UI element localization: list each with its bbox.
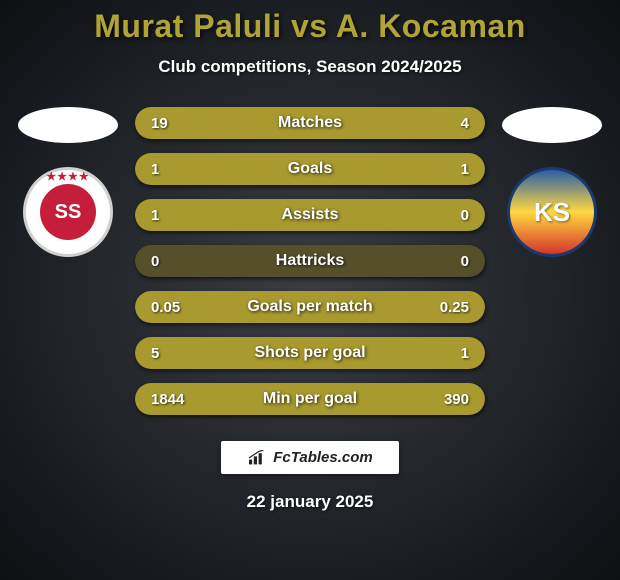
page-subtitle: Club competitions, Season 2024/2025 xyxy=(158,57,461,77)
stat-row: 0.05 Goals per match 0.25 xyxy=(135,291,485,323)
right-club-badge: KS xyxy=(507,167,597,257)
stat-row: 1 Goals 1 xyxy=(135,153,485,185)
left-club-short: SS xyxy=(55,201,82,224)
right-club-short: KS xyxy=(534,197,570,228)
bar-chart-icon xyxy=(247,450,267,466)
stat-label: Shots per goal xyxy=(254,344,365,362)
footer-date: 22 january 2025 xyxy=(247,492,374,512)
stat-value-left: 1844 xyxy=(151,391,184,408)
stat-value-left: 0.05 xyxy=(151,299,180,316)
stat-value-right: 0.25 xyxy=(440,299,469,316)
stat-value-right: 0 xyxy=(461,207,469,224)
star-icon-row: ★★★★ xyxy=(46,170,89,183)
stat-label: Hattricks xyxy=(276,252,344,270)
stat-label: Assists xyxy=(282,206,339,224)
right-player-avatar-placeholder xyxy=(502,107,602,143)
stat-row: 19 Matches 4 xyxy=(135,107,485,139)
stat-row: 5 Shots per goal 1 xyxy=(135,337,485,369)
left-player-column: ★★★★ SS xyxy=(13,107,123,257)
stat-value-left: 5 xyxy=(151,345,159,362)
stat-label: Goals xyxy=(288,160,332,178)
stat-value-left: 0 xyxy=(151,253,159,270)
stat-value-left: 19 xyxy=(151,115,168,132)
stat-row: 1 Assists 0 xyxy=(135,199,485,231)
stat-row: 1844 Min per goal 390 xyxy=(135,383,485,415)
footer-brand-badge: FcTables.com xyxy=(221,441,398,474)
stat-value-right: 1 xyxy=(461,345,469,362)
left-player-avatar-placeholder xyxy=(18,107,118,143)
stat-label: Matches xyxy=(278,114,342,132)
stat-value-left: 1 xyxy=(151,161,159,178)
stats-column: 19 Matches 4 1 Goals 1 1 Assists 0 0 Hattricks 0 0.0… xyxy=(135,107,485,415)
left-club-badge: ★★★★ SS xyxy=(23,167,113,257)
stat-value-right: 1 xyxy=(461,161,469,178)
left-club-badge-inner: ★★★★ SS xyxy=(40,184,96,240)
right-player-column: KS xyxy=(497,107,607,257)
stat-value-left: 1 xyxy=(151,207,159,224)
stat-fill-right xyxy=(310,153,485,185)
comparison-card: Murat Paluli vs A. Kocaman Club competit… xyxy=(0,0,620,580)
stat-fill-right xyxy=(422,107,485,139)
stat-value-right: 0 xyxy=(461,253,469,270)
stat-label: Goals per match xyxy=(247,298,372,316)
stat-value-right: 4 xyxy=(461,115,469,132)
footer-brand-text: FcTables.com xyxy=(273,449,372,466)
content-row: ★★★★ SS 19 Matches 4 1 Goals 1 1 Assists 0 0 Hattr… xyxy=(0,107,620,415)
stat-label: Min per goal xyxy=(263,390,357,408)
stat-row: 0 Hattricks 0 xyxy=(135,245,485,277)
stat-fill-right xyxy=(426,337,486,369)
stat-value-right: 390 xyxy=(444,391,469,408)
stat-fill-left xyxy=(135,153,310,185)
page-title: Murat Paluli vs A. Kocaman xyxy=(94,8,525,45)
